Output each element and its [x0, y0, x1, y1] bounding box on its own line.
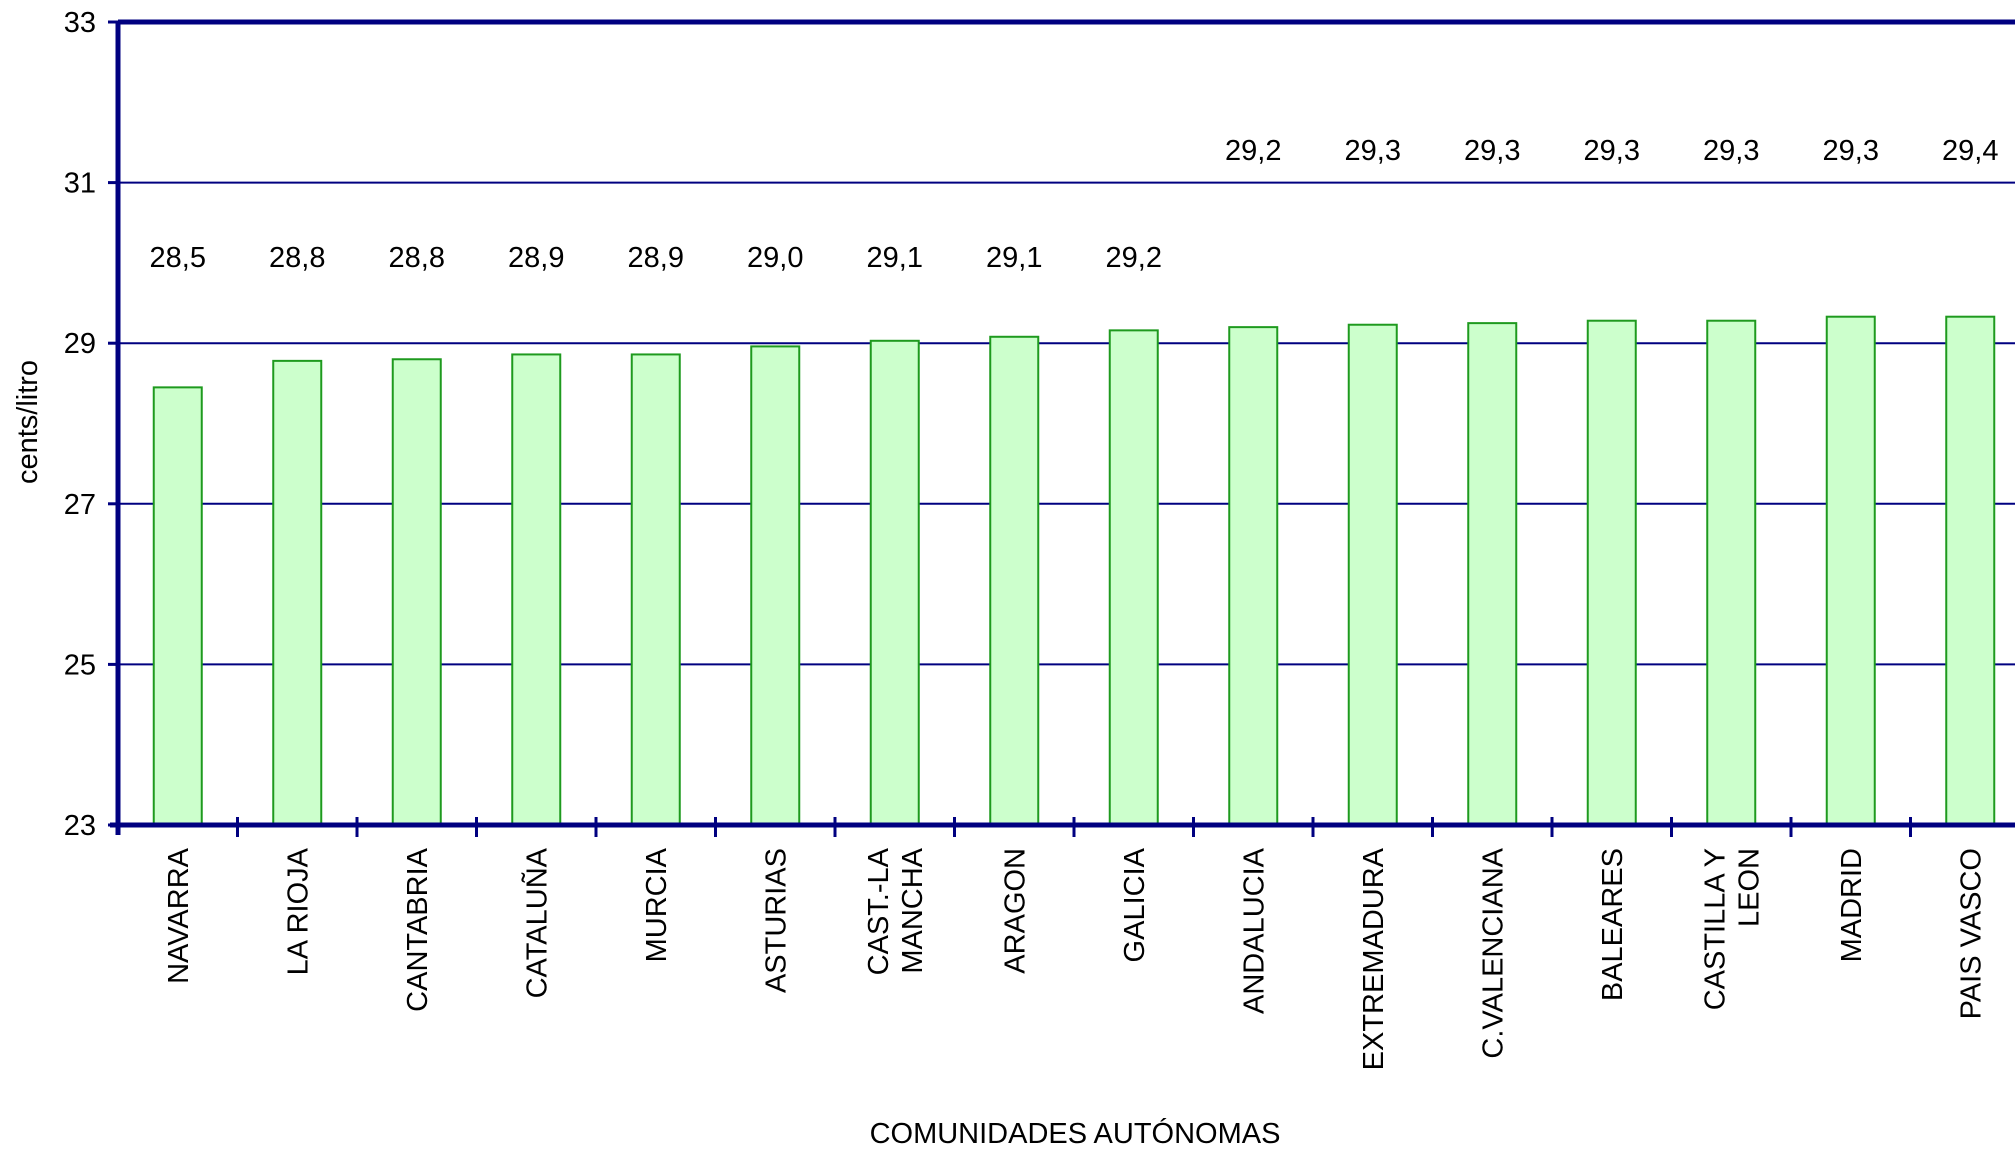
bar — [1586, 319, 1637, 826]
bar — [391, 358, 442, 826]
bar — [1825, 315, 1876, 826]
category-label: MURCIA — [641, 847, 673, 962]
bar — [1467, 322, 1518, 826]
category-label: NAVARRA — [163, 847, 195, 984]
y-tick-label: 23 — [64, 810, 96, 842]
bar — [1228, 326, 1279, 826]
category-label: CATALUÑA — [519, 847, 553, 998]
data-label: 29,4 — [1942, 135, 1998, 167]
data-labels: 28,5 28,8 28,8 28,9 28,9 29,0 29,1 29,1 29,2 29,2… — [150, 135, 1999, 274]
y-axis-title: cents/litro — [12, 360, 44, 484]
category-label: C.VALENCIANA — [1477, 847, 1509, 1058]
category-label: LA RIOJA — [282, 847, 314, 975]
axes — [108, 19, 2015, 837]
data-label: 28,9 — [628, 242, 684, 274]
category-label: BALEARES — [1597, 848, 1629, 1001]
category-label: LEON — [1733, 848, 1765, 927]
x-axis-title: COMUNIDADES AUTÓNOMAS — [870, 1117, 1281, 1149]
category-label: GALICIA — [1119, 847, 1151, 962]
data-label: 29,2 — [1106, 242, 1162, 274]
data-label: 29,1 — [867, 242, 923, 274]
data-label: 28,8 — [269, 242, 325, 274]
bars — [152, 315, 1996, 826]
y-tick-label: 33 — [64, 7, 96, 39]
bar — [989, 335, 1040, 826]
bar — [272, 359, 323, 826]
data-label: 29,1 — [986, 242, 1042, 274]
data-label: 29,3 — [1823, 135, 1879, 167]
category-label: MADRID — [1836, 848, 1868, 962]
bar — [750, 345, 801, 826]
bar — [869, 339, 920, 826]
category-label: ARAGON — [999, 848, 1031, 974]
bar — [630, 353, 681, 826]
category-label: ANDALUCIA — [1238, 847, 1270, 1014]
bar — [1108, 329, 1159, 826]
data-label: 29,3 — [1703, 135, 1759, 167]
category-label: CASTILLA Y — [1699, 848, 1731, 1010]
data-label: 28,9 — [508, 242, 564, 274]
bar — [511, 353, 562, 826]
data-label: 29,3 — [1345, 135, 1401, 167]
y-tick-label: 27 — [64, 489, 96, 521]
bar — [1706, 319, 1757, 826]
y-tick-label: 29 — [64, 328, 96, 360]
category-label: MANCHA — [897, 847, 929, 973]
category-label: EXTREMADURA — [1358, 847, 1390, 1070]
bar — [1945, 315, 1996, 826]
data-label: 28,5 — [150, 242, 206, 274]
category-label: CANTABRIA — [402, 847, 434, 1011]
data-label: 28,8 — [389, 242, 445, 274]
category-label: ASTURIAS — [760, 848, 792, 993]
y-tick-labels: 23 25 27 29 31 33 — [64, 7, 96, 842]
data-label: 29,3 — [1584, 135, 1640, 167]
y-tick-label: 31 — [64, 168, 96, 200]
bar — [152, 386, 203, 826]
bar — [1347, 323, 1398, 826]
category-label: PAIS VASCO — [1955, 848, 1987, 1019]
category-label: CAST.-LA — [863, 847, 895, 975]
category-labels: NAVARRA LA RIOJA CANTABRIA CATALUÑA MURCIA AS… — [163, 847, 1988, 1070]
y-tick-label: 25 — [64, 649, 96, 681]
data-label: 29,2 — [1225, 135, 1281, 167]
data-label: 29,0 — [747, 242, 803, 274]
data-label: 29,3 — [1464, 135, 1520, 167]
